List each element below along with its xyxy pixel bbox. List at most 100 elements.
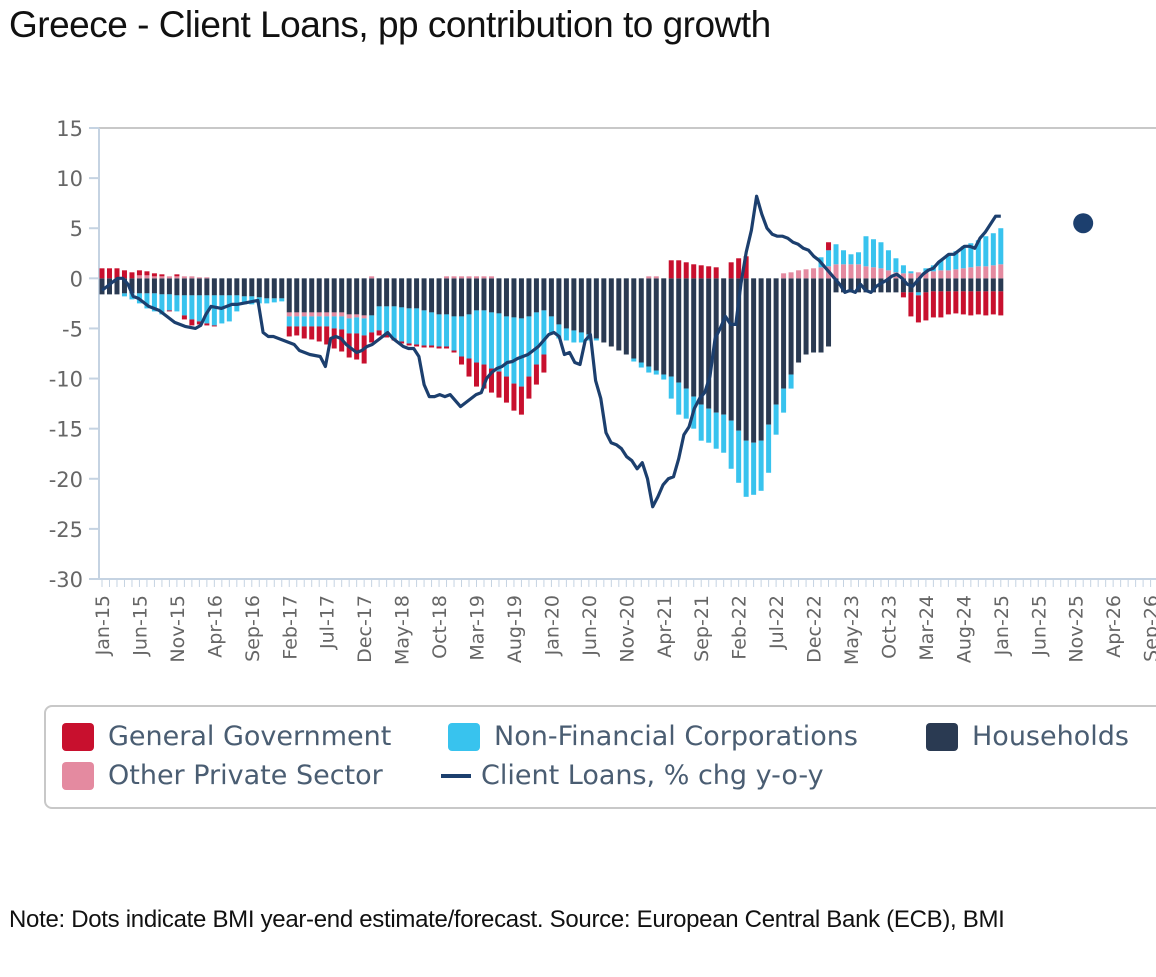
bar-households (496, 278, 502, 314)
bar-non-financial-corporations (241, 296, 247, 305)
bar-households (930, 278, 936, 292)
bar-non-financial-corporations (556, 324, 562, 339)
x-tick-label: Mar-24 (916, 595, 938, 661)
y-tick-label: -15 (49, 418, 83, 442)
bar-non-financial-corporations (526, 316, 532, 377)
bar-households (474, 278, 479, 311)
bar-non-financial-corporations (990, 233, 996, 266)
legend-swatch-households (926, 722, 958, 751)
bar-general-government (503, 376, 509, 403)
chart-title: Greece - Client Loans, pp contribution t… (9, 4, 771, 45)
bar-general-government (466, 358, 472, 377)
bar-other-private-sector (885, 270, 891, 279)
bar-non-financial-corporations (279, 298, 285, 302)
bar-households (915, 278, 921, 293)
bar-other-private-sector (136, 275, 142, 279)
x-tick-label: Feb-17 (279, 595, 301, 660)
bar-general-government (960, 291, 966, 315)
bar-non-financial-corporations (578, 332, 584, 343)
bar-other-private-sector (990, 265, 996, 279)
bar-non-financial-corporations (196, 295, 202, 322)
bar-other-private-sector (346, 314, 352, 319)
bar-other-private-sector (930, 271, 936, 279)
bar-non-financial-corporations (938, 260, 944, 271)
bar-general-government (736, 258, 742, 279)
bar-non-financial-corporations (968, 243, 974, 268)
bar-non-financial-corporations (773, 404, 779, 435)
bar-households (369, 278, 375, 316)
bar-other-private-sector (166, 276, 172, 279)
bar-non-financial-corporations (429, 312, 435, 346)
bar-households (998, 278, 1004, 292)
bars (99, 228, 1004, 497)
bar-other-private-sector (818, 267, 824, 279)
bar-households (241, 278, 247, 297)
bar-other-private-sector (803, 269, 809, 279)
bar-general-government (915, 295, 921, 323)
bar-general-government (728, 262, 734, 279)
bar-non-financial-corporations (331, 316, 337, 329)
bar-non-financial-corporations (354, 317, 360, 334)
bar-households (631, 278, 637, 359)
bar-other-private-sector (915, 272, 921, 279)
x-tick-label: Dec-17 (354, 595, 376, 663)
legend-item-non-financial-corporations[interactable]: Non-Financial Corporations (448, 721, 858, 752)
bar-households (181, 278, 187, 296)
bar-households (309, 278, 315, 313)
legend-swatch-other-private-sector (62, 761, 94, 790)
bar-households (488, 278, 494, 313)
bar-households (316, 278, 322, 313)
bar-non-financial-corporations (826, 250, 832, 267)
bar-non-financial-corporations (781, 388, 787, 413)
legend-item-general-government[interactable]: General Government (62, 721, 391, 752)
footnote: Note: Dots indicate BMI year-end estimat… (9, 906, 1005, 933)
bar-general-government (144, 271, 150, 276)
bar-non-financial-corporations (631, 358, 637, 362)
bar-non-financial-corporations (878, 242, 884, 269)
bar-non-financial-corporations (893, 258, 899, 273)
bar-general-government (496, 371, 502, 398)
bar-households (938, 278, 944, 292)
bar-general-government (474, 362, 479, 387)
bar-general-government (429, 345, 435, 348)
x-tick-label: Jun-20 (579, 595, 601, 657)
bar-non-financial-corporations (488, 312, 494, 369)
bar-households (451, 278, 457, 317)
bar-households (751, 278, 757, 443)
bar-households (571, 278, 577, 331)
bar-households (968, 278, 974, 292)
bar-other-private-sector (354, 314, 360, 318)
bar-households (294, 278, 300, 313)
legend-item-other-private-sector[interactable]: Other Private Sector (62, 760, 383, 791)
bar-other-private-sector (339, 312, 345, 317)
bar-households (136, 278, 142, 294)
bar-non-financial-corporations (751, 442, 757, 495)
bar-households (668, 278, 674, 377)
bar-general-government (900, 292, 906, 298)
bar-households (788, 278, 794, 375)
bar-general-government (541, 354, 547, 373)
bar-other-private-sector (174, 276, 180, 279)
bar-general-government (518, 386, 524, 415)
bar-households (279, 278, 285, 299)
x-tick-label: Mar-19 (467, 595, 489, 661)
bar-non-financial-corporations (459, 316, 465, 357)
x-tick-label: Aug-24 (953, 595, 975, 663)
bar-households (638, 278, 644, 363)
x-tick-label: Jul-22 (766, 595, 788, 650)
bar-non-financial-corporations (870, 239, 876, 268)
bar-general-government (121, 270, 127, 279)
bar-households (945, 278, 951, 292)
bar-other-private-sector (878, 268, 884, 279)
x-tick-label: Jan-15 (92, 595, 114, 656)
bar-households (811, 278, 817, 353)
x-tick-label: Aug-19 (504, 595, 526, 663)
legend-item-client-loans[interactable]: Client Loans, % chg y-o-y (441, 760, 824, 791)
bar-non-financial-corporations (181, 295, 187, 316)
bar-general-government (174, 274, 180, 277)
bar-non-financial-corporations (451, 316, 457, 351)
bar-general-government (459, 356, 465, 365)
bar-general-government (990, 291, 996, 315)
legend-item-households[interactable]: Households (926, 721, 1129, 752)
bar-households (331, 278, 337, 313)
